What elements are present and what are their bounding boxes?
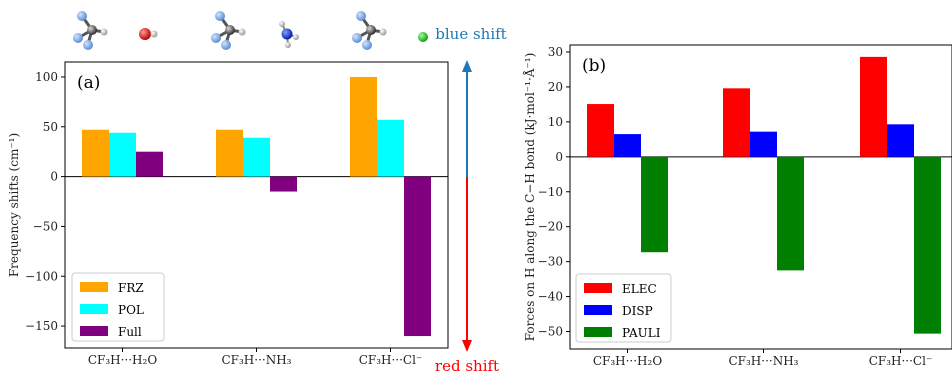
panel-label: (b) — [582, 56, 606, 76]
x-tick-label: CF₃H···H₂O — [593, 354, 663, 368]
y-tick-label: 0 — [50, 170, 58, 184]
x-tick-label: CF₃H···Cl⁻ — [869, 354, 933, 368]
bar-elec-1 — [723, 88, 750, 157]
bar-pauli-1 — [777, 156, 804, 271]
y-tick-label: −50 — [538, 325, 563, 339]
molecule-icons — [73, 11, 428, 50]
y-tick-label: 30 — [548, 45, 563, 59]
y-tick-label: 10 — [548, 115, 563, 129]
y-tick-label: 0 — [555, 150, 563, 164]
cf3h-molecule-icon — [211, 11, 246, 50]
x-tick-label: CF₃H···NH₃ — [728, 354, 798, 368]
bar-frz-0 — [82, 129, 109, 177]
y-tick-label: −10 — [538, 185, 563, 199]
legend-swatch-pol — [80, 304, 108, 314]
red-shift-arrowhead — [462, 340, 472, 352]
bar-frz-2 — [350, 76, 377, 177]
bar-elec-0 — [587, 104, 614, 157]
bar-pol-1 — [243, 137, 270, 177]
bar-full-2 — [404, 176, 431, 337]
legend-swatch-full — [80, 326, 108, 336]
legend-swatch-elec — [584, 283, 612, 293]
x-tick-label: CF₃H···H₂O — [88, 353, 158, 367]
shift-arrow — [462, 60, 472, 352]
bar-full-1 — [270, 176, 297, 192]
bar-frz-1 — [216, 129, 243, 177]
bar-elec-2 — [860, 56, 887, 157]
y-tick-label: −30 — [538, 255, 563, 269]
bar-pauli-0 — [641, 156, 668, 253]
y-tick-label: −50 — [33, 219, 58, 233]
y-tick-label: 100 — [35, 70, 58, 84]
blue-shift-arrowhead — [462, 60, 472, 72]
bar-disp-2 — [887, 124, 914, 157]
legend: FRZ POL Full — [71, 272, 165, 342]
bar-disp-0 — [614, 134, 641, 157]
legend-label: FRZ — [118, 281, 144, 295]
y-axis-label: Forces on H along the C−H bond (kJ·mol⁻¹… — [522, 53, 537, 342]
x-tick-label: CF₃H···Cl⁻ — [359, 353, 423, 367]
cf3h-molecule-icon — [352, 11, 387, 50]
blue-shift-label: blue shift — [435, 25, 506, 43]
cf3h-molecule-icon — [73, 11, 108, 50]
bar-pauli-2 — [914, 156, 941, 334]
chloride-ion-icon — [418, 32, 428, 42]
bar-pol-0 — [109, 132, 136, 177]
y-tick-label: −150 — [25, 319, 58, 333]
chart-a-frequency-shifts: −150 −100 −50 0 50 100 CF₃H···H₂O CF₃H···NH₃ CF₃… — [7, 61, 449, 367]
y-tick-label: 50 — [43, 120, 58, 134]
red-shift-label: red shift — [435, 357, 499, 375]
legend-swatch-frz — [80, 282, 108, 292]
panel-label: (a) — [77, 73, 100, 93]
x-tick-label: CF₃H···NH₃ — [221, 353, 291, 367]
legend-swatch-pauli — [584, 327, 612, 337]
bar-pol-2 — [377, 119, 404, 177]
legend-label: PAULI — [622, 326, 661, 340]
legend: ELEC DISP PAULI — [575, 273, 672, 343]
chart-b-forces: −50 −40 −30 −20 −10 0 10 20 30 CF₃H···H₂O CF₃H···N… — [522, 44, 952, 368]
y-axis-label: Frequency shifts (cm⁻¹) — [7, 133, 21, 277]
plot-frame — [569, 44, 952, 350]
y-tick-label: −100 — [25, 269, 58, 283]
y-tick-label: 20 — [548, 80, 563, 94]
legend-label: Full — [118, 325, 142, 339]
legend-label: DISP — [622, 304, 653, 318]
bar-full-0 — [136, 151, 163, 177]
y-tick-label: −20 — [538, 220, 563, 234]
legend-label: POL — [118, 303, 144, 317]
nh3-molecule-icon — [279, 21, 299, 48]
y-tick-label: −40 — [538, 290, 563, 304]
legend-swatch-disp — [584, 305, 612, 315]
h2o-molecule-icon — [139, 28, 158, 40]
legend-label: ELEC — [622, 282, 657, 296]
bar-disp-1 — [750, 131, 777, 157]
